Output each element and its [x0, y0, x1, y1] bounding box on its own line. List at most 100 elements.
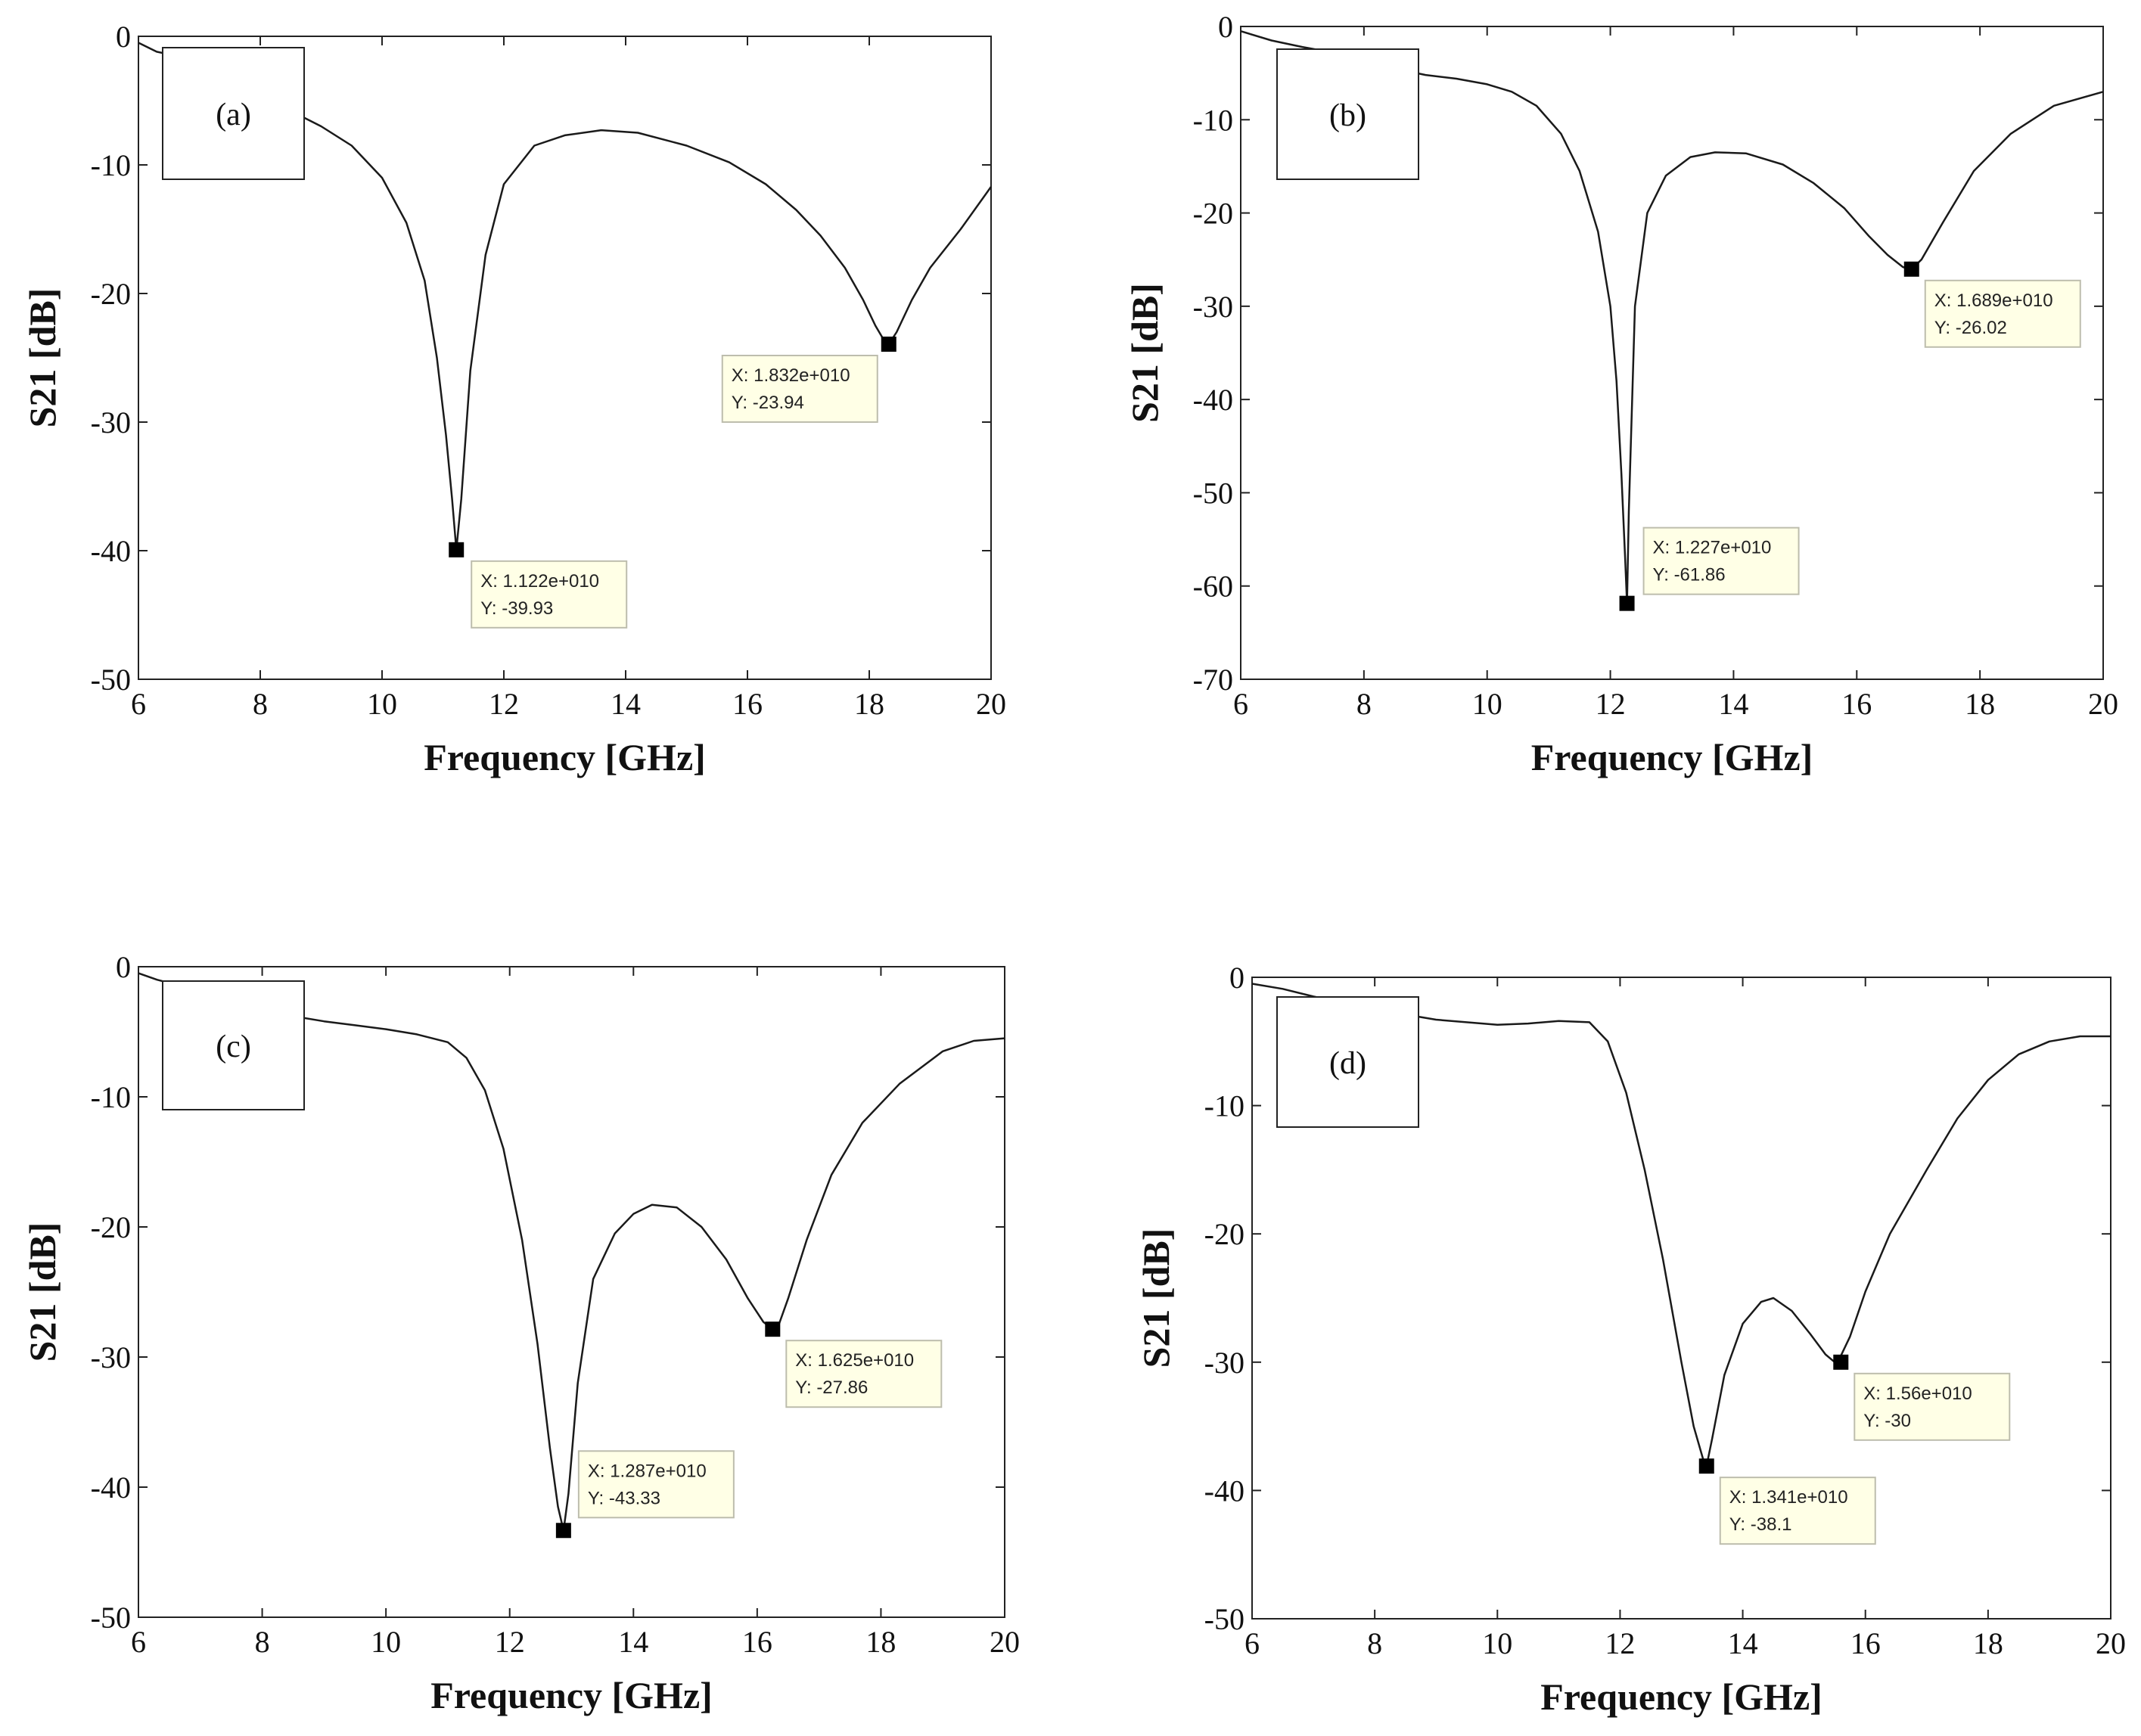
datatip-marker [1903, 261, 1919, 277]
x-tick-label: 16 [1841, 687, 1872, 721]
y-tick-label: -30 [91, 1340, 131, 1374]
x-tick-label: 16 [1850, 1626, 1881, 1660]
x-tick-label: 20 [976, 687, 1006, 721]
panel-label: (a) [216, 98, 251, 132]
y-tick-label: -40 [1193, 383, 1233, 417]
datatip-box [1642, 526, 1800, 595]
y-tick-label: -30 [91, 405, 131, 439]
y-axis-label: S21 [dB] [21, 288, 64, 428]
panel-label-box [162, 980, 305, 1110]
x-tick-label: 8 [1367, 1626, 1382, 1660]
y-tick-label: -20 [1204, 1217, 1245, 1251]
x-tick-label: 14 [611, 687, 641, 721]
panel-label-box [1276, 996, 1419, 1128]
x-tick-label: 10 [367, 687, 397, 721]
x-tick-label: 10 [371, 1625, 401, 1659]
y-tick-label: -40 [91, 1470, 131, 1505]
datatip-marker [1619, 595, 1635, 611]
x-tick-label: 14 [1728, 1626, 1758, 1660]
y-tick-label: -10 [1193, 103, 1233, 137]
datatip-marker [555, 1523, 571, 1539]
x-tick-label: 18 [854, 687, 884, 721]
datatip-box [1719, 1477, 1876, 1545]
x-tick-label: 8 [255, 1625, 270, 1659]
datatip-y-value: Y: -38.1 [1729, 1514, 1792, 1535]
datatip-box [1854, 1372, 2011, 1441]
datatip-box [1924, 279, 2081, 348]
y-tick-label: -50 [1204, 1602, 1245, 1636]
datatip-marker [449, 542, 465, 557]
x-tick-label: 20 [2088, 687, 2118, 721]
x-axis-label: Frequency [GHz] [1540, 1675, 1822, 1718]
panel-label-box [1276, 48, 1419, 180]
y-tick-label: -30 [1193, 290, 1233, 324]
datatip-x-value: X: 1.287e+010 [588, 1461, 707, 1481]
y-tick-label: -40 [1204, 1474, 1245, 1508]
chart-panel-4: 6 8 10 12 14 16 18 20 0 -10 -20 -30 -40 -50 Frequency … [1135, 961, 2126, 1718]
x-tick-label: 6 [131, 687, 146, 721]
chart-panel-2: 6 8 10 12 14 16 18 20 0 -10 -20 -30 -40 -50 -60 -70 Freq… [1123, 10, 2118, 778]
s21-series-line [1251, 983, 2111, 1467]
x-axis-label: Frequency [GHz] [424, 736, 706, 778]
x-tick-label: 6 [131, 1625, 146, 1659]
s21-series-line [138, 972, 1005, 1532]
x-tick-label: 20 [990, 1625, 1020, 1659]
datatip-x-value: X: 1.56e+010 [1863, 1384, 1972, 1404]
datatip-marker [881, 336, 896, 352]
y-tick-label: -20 [91, 277, 131, 311]
x-axis-label: Frequency [GHz] [1531, 736, 1813, 778]
chart-panel-1: 6 8 10 12 14 16 18 20 0 -10 -20 -30 -40 -50 Frequency … [21, 20, 1006, 778]
datatip-x-value: X: 1.341e+010 [1729, 1487, 1848, 1508]
y-axis-label: S21 [dB] [1135, 1228, 1177, 1368]
x-tick-label: 10 [1482, 1626, 1512, 1660]
datatip-marker [1698, 1458, 1714, 1474]
datatip-x-value: X: 1.227e+010 [1653, 538, 1772, 558]
x-tick-label: 6 [1233, 687, 1248, 721]
datatip-marker [765, 1321, 781, 1337]
datatip-y-value: Y: -61.86 [1653, 565, 1726, 585]
x-tick-label: 14 [1718, 687, 1748, 721]
datatip-y-value: Y: -27.86 [795, 1377, 868, 1398]
x-tick-label: 10 [1472, 687, 1502, 721]
y-tick-label: -10 [1204, 1089, 1245, 1123]
panel-label-box [162, 47, 305, 180]
y-tick-label: 0 [116, 20, 131, 54]
datatip-y-value: Y: -39.93 [480, 598, 553, 619]
x-tick-label: 12 [489, 687, 519, 721]
datatip-x-value: X: 1.689e+010 [1934, 290, 2053, 311]
x-tick-label: 12 [1596, 687, 1626, 721]
datatip-box [471, 560, 628, 629]
datatip-box [577, 1450, 735, 1519]
x-tick-label: 6 [1245, 1626, 1260, 1660]
chart-panel-3: 6 8 10 12 14 16 18 20 0 -10 -20 -30 -40 -50 Frequency … [21, 950, 1020, 1716]
x-tick-label: 16 [742, 1625, 772, 1659]
y-axis-label: S21 [dB] [21, 1222, 64, 1362]
x-tick-label: 12 [1605, 1626, 1635, 1660]
x-tick-label: 14 [618, 1625, 648, 1659]
datatip-x-value: X: 1.625e+010 [795, 1350, 914, 1371]
y-tick-label: -10 [91, 148, 131, 182]
y-tick-label: -50 [91, 663, 131, 697]
panel-label: (b) [1329, 98, 1366, 133]
x-tick-label: 18 [865, 1625, 896, 1659]
y-tick-label: -20 [1193, 197, 1233, 231]
y-tick-label: -10 [91, 1080, 131, 1114]
datatip-x-value: X: 1.832e+010 [732, 365, 850, 386]
datatip-box [785, 1340, 943, 1408]
panel-label: (c) [216, 1029, 251, 1064]
datatip-y-value: Y: -23.94 [732, 393, 804, 413]
x-tick-label: 18 [1973, 1626, 2003, 1660]
y-tick-label: -50 [1193, 476, 1233, 510]
datatip-box [721, 354, 878, 423]
x-tick-label: 16 [732, 687, 763, 721]
y-tick-label: -30 [1204, 1346, 1245, 1380]
panel-label: (d) [1329, 1046, 1366, 1081]
y-tick-label: -40 [91, 534, 131, 568]
datatip-y-value: Y: -30 [1863, 1411, 1911, 1431]
x-tick-label: 8 [253, 687, 268, 721]
x-axis-label: Frequency [GHz] [430, 1674, 713, 1716]
datatip-y-value: Y: -43.33 [588, 1488, 660, 1508]
y-tick-label: 0 [1229, 961, 1245, 995]
y-tick-label: -50 [91, 1601, 131, 1635]
